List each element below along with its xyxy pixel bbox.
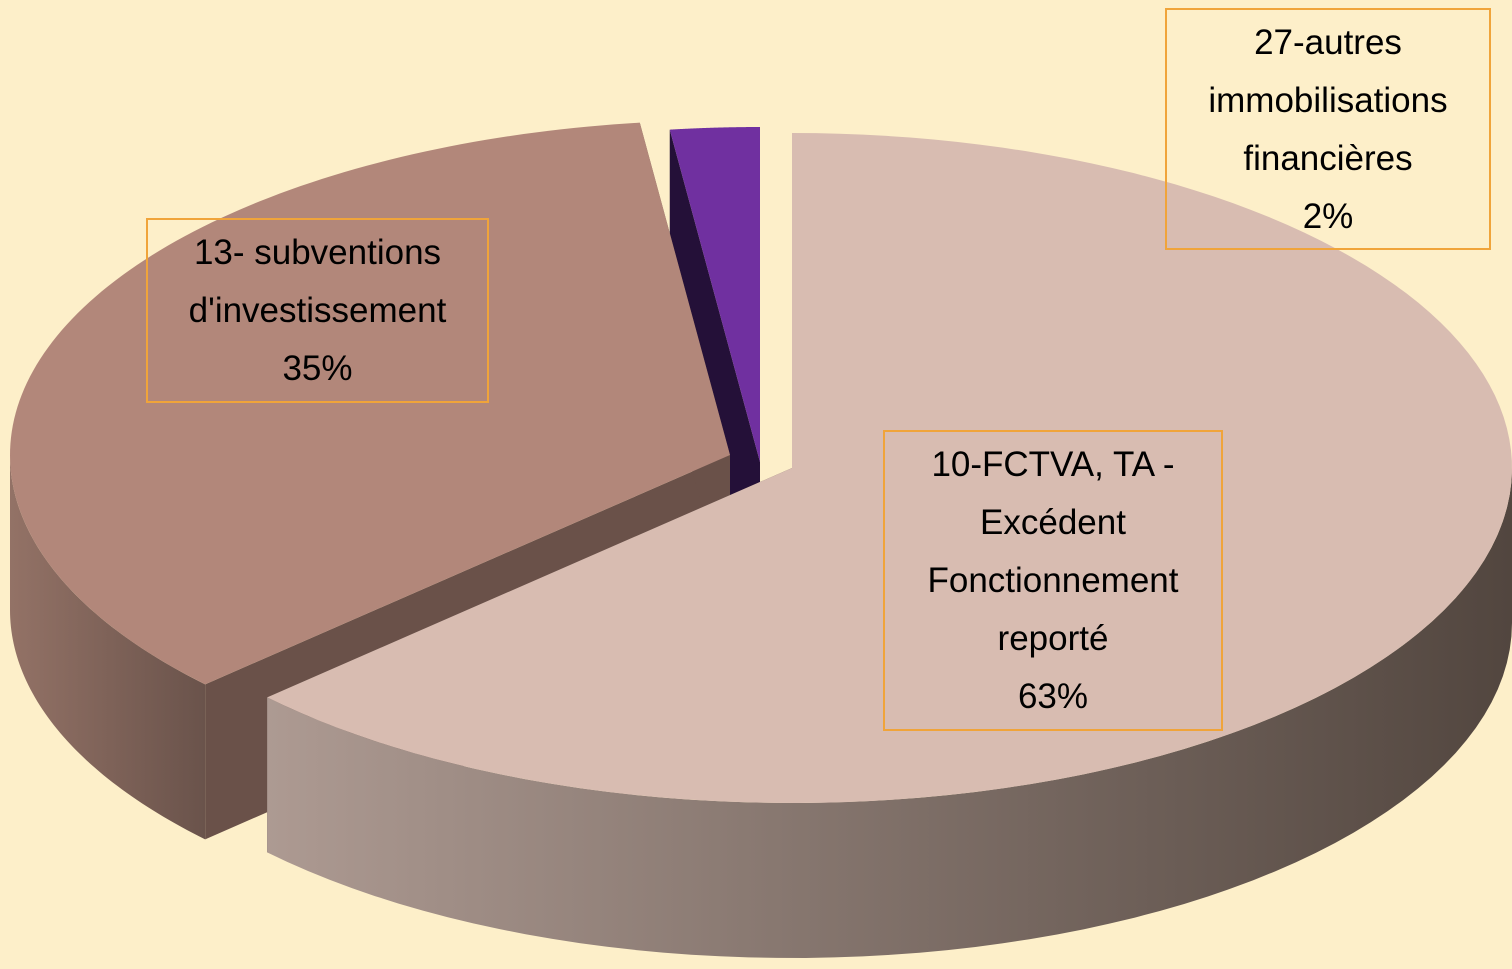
- slice: [669, 127, 760, 462]
- label-category: 13- subventions d'investissement: [188, 233, 447, 330]
- slice: [267, 133, 1512, 803]
- label-category: 10-FCTVA, TA - Excédent Fonctionnement r…: [927, 445, 1179, 658]
- data-label: 27-autres immobilisations financières 2%: [1165, 8, 1491, 250]
- data-label: 10-FCTVA, TA - Excédent Fonctionnement r…: [883, 430, 1223, 731]
- slice: [10, 122, 731, 685]
- slice-side: [10, 455, 206, 840]
- label-value: 2%: [1302, 197, 1354, 236]
- label-value: 63%: [1017, 677, 1089, 716]
- data-label: 13- subventions d'investissement 35%: [146, 218, 489, 403]
- label-category: 27-autres immobilisations financières: [1208, 23, 1448, 178]
- slice-side: [267, 468, 1512, 958]
- label-value: 35%: [282, 349, 353, 388]
